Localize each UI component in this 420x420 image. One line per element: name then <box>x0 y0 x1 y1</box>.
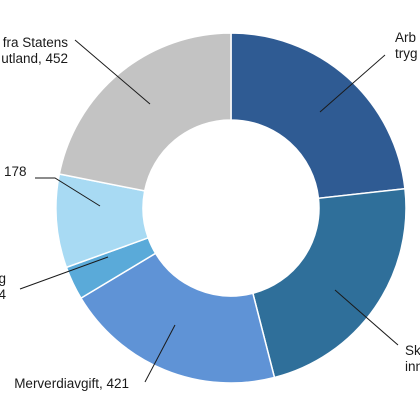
donut-slice <box>79 252 276 384</box>
slice-label: Sk <box>405 343 420 358</box>
leader-lines-group <box>19 39 399 383</box>
slice-label: 178 <box>4 164 27 179</box>
donut-slice <box>58 32 232 192</box>
leader-line <box>144 324 176 383</box>
slice-label: tryg <box>395 46 418 61</box>
donut-slice <box>251 187 407 379</box>
slice-label: Merverdiavgift, 421 <box>14 376 129 391</box>
slice-label: g <box>0 271 6 286</box>
slice-label: utland, 452 <box>1 51 68 66</box>
slice-label: g fra Statens <box>0 35 68 50</box>
leader-line <box>35 177 101 207</box>
slice-label: Arb <box>395 30 416 45</box>
leader-line <box>74 39 151 105</box>
slice-label: inn <box>405 359 420 374</box>
slices-group <box>55 32 407 384</box>
donut-slice <box>230 32 406 200</box>
leader-line <box>319 54 386 113</box>
leader-line <box>334 289 399 346</box>
leader-line <box>19 256 109 290</box>
slice-label: 64 <box>0 287 6 302</box>
